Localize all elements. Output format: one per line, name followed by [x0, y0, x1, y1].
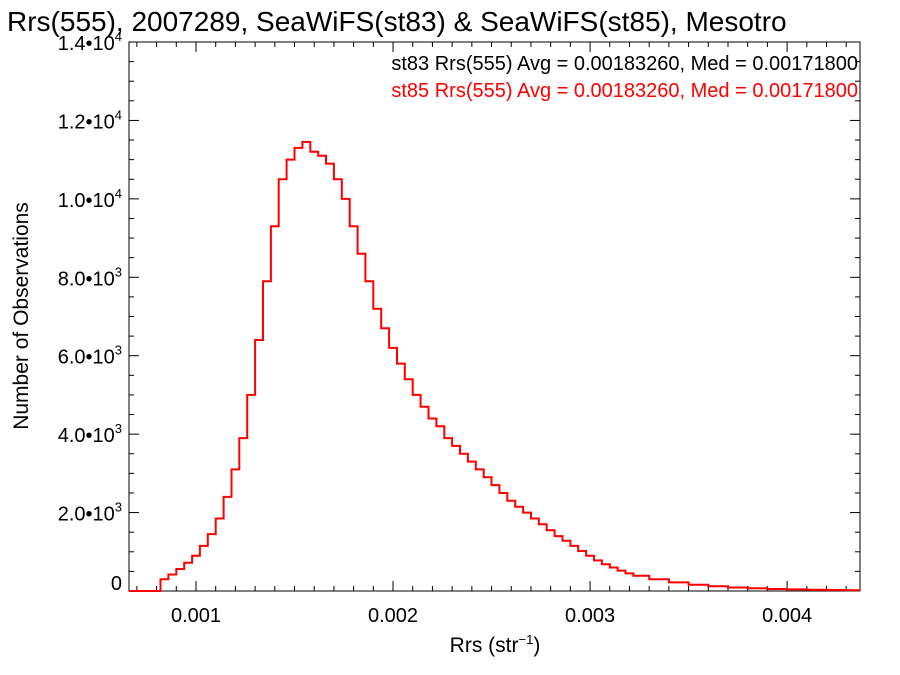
y-tick-label-base: 8.0•10	[58, 268, 115, 290]
y-tick-label-base: 1.2•10	[58, 111, 115, 133]
y-tick-label: 6.0•103	[58, 343, 122, 369]
chart-title: Rrs(555), 2007289, SeaWiFS(st83) & SeaWi…	[7, 6, 787, 37]
x-axis-label-superscript: −1	[519, 632, 534, 647]
y-axis-ticks: 02.0•1034.0•1036.0•1038.0•1031.0•1041.2•…	[58, 29, 860, 595]
x-tick-label: 0.002	[368, 605, 418, 627]
y-tick-label-exponent: 3	[115, 264, 122, 279]
y-tick-label-base: 1.0•10	[58, 190, 115, 212]
series-line-st85	[129, 141, 860, 592]
y-tick-label: 4.0•103	[58, 421, 122, 447]
y-tick-label-base: 4.0•10	[58, 425, 115, 447]
y-tick-label-exponent: 4	[115, 29, 122, 44]
x-axis-ticks: 0.001 0.002 0.003 0.004	[136, 42, 847, 627]
legend-entry-st83: st83 Rrs(555) Avg = 0.00183260, Med = 0.…	[391, 53, 858, 75]
x-axis-label-base: Rrs (str	[450, 634, 519, 657]
x-tick-label: 0.003	[565, 605, 615, 627]
y-tick-label-base: 2.0•10	[58, 504, 115, 526]
y-tick-label-base: 6.0•10	[58, 347, 115, 369]
plot-frame	[128, 41, 861, 592]
y-tick-label-exponent: 3	[115, 421, 122, 436]
y-tick-label: 1.4•104	[58, 29, 122, 55]
y-tick-label-base: 1.4•10	[58, 33, 115, 55]
y-tick-label: 1.2•104	[58, 107, 122, 133]
y-tick-label-exponent: 4	[115, 107, 122, 122]
y-tick-label-exponent: 3	[115, 500, 122, 515]
x-tick-label: 0.001	[171, 605, 221, 627]
y-tick-label: 1.0•104	[58, 186, 122, 212]
x-axis-label-end: )	[533, 634, 540, 657]
y-tick-label-exponent: 4	[115, 186, 122, 201]
y-tick-label: 2.0•103	[58, 500, 122, 526]
x-axis-label: Rrs (str−1)	[450, 632, 541, 657]
y-axis-label: Number of Observations	[10, 202, 33, 430]
x-tick-label: 0.004	[762, 605, 812, 627]
y-tick-label: 8.0•103	[58, 264, 122, 290]
y-tick-label: 0	[111, 573, 122, 595]
y-tick-label-base: 0	[111, 573, 122, 595]
legend-entry-st85: st85 Rrs(555) Avg = 0.00183260, Med = 0.…	[391, 80, 858, 102]
y-tick-label-exponent: 3	[115, 343, 122, 358]
